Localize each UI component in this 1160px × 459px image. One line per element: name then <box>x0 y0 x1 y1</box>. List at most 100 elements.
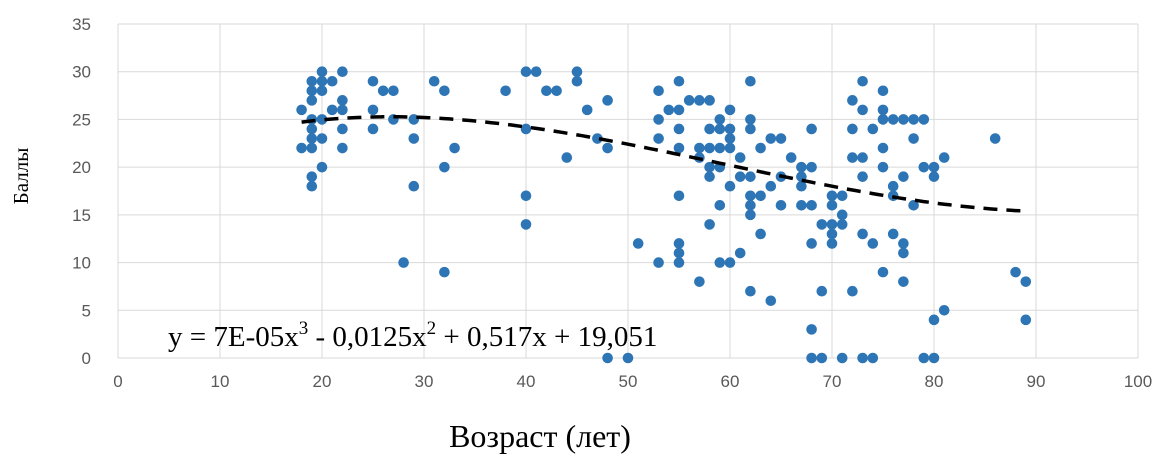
data-point <box>938 152 950 163</box>
x-axis-title: Возраст (лет) <box>449 418 631 454</box>
y-tick-label: 20 <box>72 158 91 177</box>
data-point <box>306 95 318 106</box>
data-point <box>765 295 777 307</box>
data-point <box>724 123 736 135</box>
data-point <box>714 114 726 125</box>
data-point <box>694 276 705 287</box>
data-point <box>836 209 848 221</box>
data-point <box>724 142 736 154</box>
data-point <box>316 75 328 87</box>
data-point <box>847 152 858 163</box>
data-point <box>296 104 307 116</box>
data-point <box>530 66 542 78</box>
data-points <box>296 66 1032 364</box>
data-point <box>704 161 715 173</box>
data-point <box>857 75 868 87</box>
data-point <box>449 142 460 154</box>
data-point <box>928 352 940 364</box>
data-point <box>826 219 838 230</box>
data-point <box>806 238 817 249</box>
data-point <box>857 171 868 182</box>
data-point <box>796 180 807 192</box>
data-point <box>785 152 797 163</box>
data-point <box>408 180 420 192</box>
data-point <box>571 66 583 78</box>
data-point <box>673 247 685 259</box>
data-point <box>398 257 409 268</box>
trendline-equation: y = 7E-05x3 - 0,0125x2 + 0,517x + 19,051 <box>168 318 657 353</box>
data-point <box>337 104 348 116</box>
data-point <box>836 219 848 230</box>
data-point <box>775 133 787 144</box>
data-point <box>847 95 858 106</box>
data-point <box>989 133 1001 144</box>
data-point <box>296 142 307 154</box>
data-point <box>306 75 318 87</box>
data-point <box>745 75 756 87</box>
data-point <box>724 133 736 144</box>
data-point <box>704 123 715 135</box>
data-point <box>898 171 909 182</box>
x-tick-label: 60 <box>721 372 740 391</box>
data-point <box>745 285 756 297</box>
data-point <box>704 95 715 106</box>
data-point <box>806 123 817 135</box>
data-point <box>816 285 828 297</box>
data-point <box>857 152 868 163</box>
data-point <box>500 85 511 97</box>
data-point <box>306 85 318 97</box>
y-tick-label: 10 <box>72 254 91 273</box>
data-point <box>755 142 766 154</box>
data-point <box>683 95 695 106</box>
x-tick-label: 30 <box>415 372 434 391</box>
data-point <box>316 161 328 173</box>
y-tick-label: 35 <box>72 15 91 34</box>
data-point <box>857 352 868 364</box>
data-point <box>734 247 746 259</box>
data-point <box>714 123 726 135</box>
data-point <box>520 219 532 230</box>
y-axis-title: Баллы <box>9 148 33 205</box>
data-point <box>928 314 940 326</box>
data-point <box>765 133 777 144</box>
data-point <box>806 324 817 335</box>
data-point <box>653 133 664 144</box>
data-point <box>928 161 940 173</box>
data-point <box>439 85 450 97</box>
data-point <box>898 247 909 259</box>
data-point <box>918 352 930 364</box>
data-point <box>806 352 817 364</box>
data-point <box>898 114 909 125</box>
x-tick-label: 80 <box>925 372 944 391</box>
data-point <box>541 85 552 97</box>
data-point <box>602 95 613 106</box>
data-point <box>847 285 858 297</box>
y-tick-label: 25 <box>72 110 91 129</box>
data-point <box>714 200 726 211</box>
data-point <box>388 85 399 97</box>
x-tick-label: 100 <box>1124 372 1152 391</box>
y-tick-label: 15 <box>72 206 91 225</box>
data-point <box>428 75 440 87</box>
data-point <box>408 133 420 144</box>
data-point <box>918 114 930 125</box>
data-point <box>367 104 379 116</box>
data-point <box>816 219 828 230</box>
data-point <box>337 95 348 106</box>
data-point <box>734 171 746 182</box>
data-point <box>826 190 838 202</box>
x-tick-label: 10 <box>211 372 230 391</box>
data-point <box>877 85 889 97</box>
x-tick-label: 90 <box>1027 372 1046 391</box>
data-point <box>928 171 940 182</box>
x-tick-label: 0 <box>113 372 122 391</box>
data-point <box>877 104 889 116</box>
data-point <box>887 180 899 192</box>
data-point <box>908 133 919 144</box>
data-point <box>337 142 348 154</box>
data-point <box>653 85 664 97</box>
data-point <box>806 200 817 211</box>
data-point <box>306 180 318 192</box>
data-point <box>745 171 756 182</box>
